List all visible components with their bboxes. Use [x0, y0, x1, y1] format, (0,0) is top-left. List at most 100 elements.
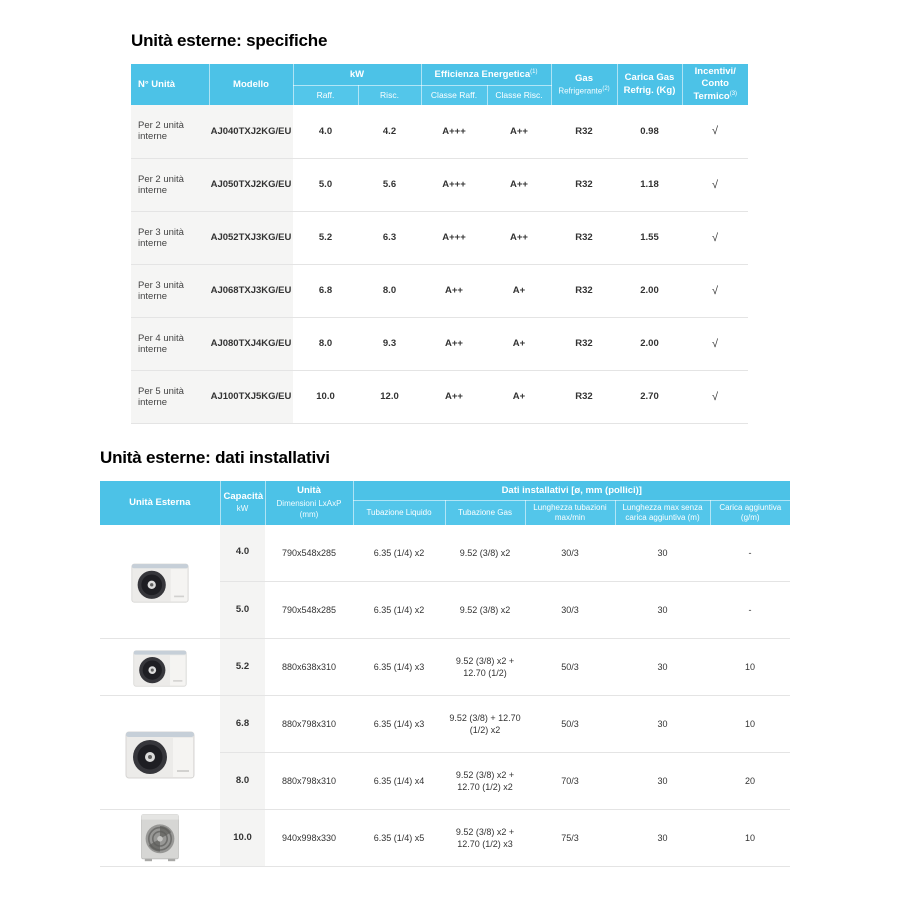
- pipe-length-cell: 75/3: [525, 809, 615, 867]
- liquid-pipe-cell: 6.35 (1/4) x3: [353, 695, 445, 753]
- classe-risc-cell: A+: [487, 317, 551, 371]
- col-header-n-unita: N° Unità: [131, 64, 210, 106]
- model-cell: AJ100TXJ5KG/EU: [209, 370, 293, 424]
- liquid-pipe-cell: 6.35 (1/4) x2: [353, 581, 445, 639]
- liquid-pipe-cell: 6.35 (1/4) x2: [353, 524, 445, 582]
- unit-count-cell: Per 5 unità interne: [131, 370, 209, 424]
- outdoor-unit-cell: [100, 524, 220, 639]
- capacity-cell: 5.0: [220, 581, 265, 639]
- col-header-classe-risc: Classe Risc.: [487, 85, 552, 106]
- classe-raff-cell: A+++: [421, 211, 487, 265]
- dimensions-cell: 880x798x310: [265, 752, 353, 810]
- gas-cell: R32: [551, 105, 617, 159]
- carica-gas-cell: 1.55: [617, 211, 682, 265]
- gas-label: Gas: [575, 72, 593, 84]
- capacity-cell: 5.2: [220, 638, 265, 696]
- install-table-header: Unità Esterna Capacità kW Unità Dimensio…: [100, 481, 791, 525]
- col-header-unita-esterna: Unità Esterna: [100, 481, 221, 525]
- table-row: Per 5 unità interne AJ100TXJ5KG/EU 10.0 …: [131, 370, 748, 424]
- classe-raff-cell: A+++: [421, 158, 487, 212]
- capacity-cell: 10.0: [220, 809, 265, 867]
- risc-kw-cell: 6.3: [358, 211, 421, 265]
- extra-charge-cell: 10: [710, 809, 791, 867]
- install-table: Unità Esterna Capacità kW Unità Dimensio…: [100, 481, 791, 867]
- liquid-pipe-cell: 6.35 (1/4) x4: [353, 752, 445, 810]
- carica-gas-cell: 2.70: [617, 370, 682, 424]
- table-row: 8.0 880x798x310 6.35 (1/4) x4 9.52 (3/8)…: [100, 752, 791, 810]
- pipe-length-cell: 50/3: [525, 638, 615, 696]
- col-header-tubazione-liquido: Tubazione Liquido: [353, 500, 446, 525]
- table-row: Per 4 unità interne AJ080TXJ4KG/EU 8.0 9…: [131, 317, 748, 371]
- table-row: 6.8 880x798x310 6.35 (1/4) x3 9.52 (3/8)…: [100, 695, 791, 810]
- gas-pipe-cell: 9.52 (3/8) + 12.70 (1/2) x2: [445, 695, 525, 753]
- table-row: 10.0 940x998x330 6.35 (1/4) x5 9.52 (3/8…: [100, 809, 791, 867]
- section-title-dati-installativi: Unità esterne: dati installativi: [100, 448, 330, 467]
- risc-kw-cell: 9.3: [358, 317, 421, 371]
- unit-count-cell: Per 4 unità interne: [131, 317, 209, 371]
- classe-risc-cell: A++: [487, 105, 551, 159]
- refrigerante-footnote: (2): [602, 85, 610, 92]
- col-header-carica-gas: Carica Gas Refrig. (Kg): [617, 64, 683, 106]
- col-header-classe-raff: Classe Raff.: [421, 85, 488, 106]
- outdoor-unit-image: [100, 559, 220, 604]
- classe-risc-cell: A+: [487, 370, 551, 424]
- unit-count-cell: Per 3 unità interne: [131, 264, 209, 318]
- raff-kw-cell: 6.8: [293, 264, 358, 318]
- extra-charge-cell: -: [710, 581, 791, 639]
- outdoor-unit-cell: [100, 695, 220, 810]
- efficienza-footnote: (1): [530, 68, 538, 75]
- table-row: 5.2 880x638x310 6.35 (1/4) x3 9.52 (3/8)…: [100, 638, 791, 696]
- incentivi-check: √: [682, 211, 748, 265]
- gas-pipe-cell: 9.52 (3/8) x2 + 12.70 (1/2): [445, 638, 525, 696]
- risc-kw-cell: 12.0: [358, 370, 421, 424]
- model-cell: AJ040TXJ2KG/EU: [209, 105, 293, 159]
- col-header-capacita: Capacità kW: [220, 481, 266, 525]
- model-cell: AJ052TXJ3KG/EU: [209, 211, 293, 265]
- dimensions-cell: 880x798x310: [265, 695, 353, 753]
- pipe-length-cell: 30/3: [525, 524, 615, 582]
- col-group-efficienza: Efficienza Energetica(1): [421, 64, 552, 86]
- outdoor-unit-image: [100, 646, 220, 688]
- gas-cell: R32: [551, 211, 617, 265]
- outdoor-unit-image: [100, 813, 220, 863]
- incentivi-check: √: [682, 264, 748, 318]
- table-row: Per 3 unità interne AJ052TXJ3KG/EU 5.2 6…: [131, 211, 748, 265]
- table-row: 5.0 790x548x285 6.35 (1/4) x2 9.52 (3/8)…: [100, 581, 791, 639]
- capacity-cell: 8.0: [220, 752, 265, 810]
- classe-risc-cell: A+: [487, 264, 551, 318]
- capacity-cell: 4.0: [220, 524, 265, 582]
- max-length-cell: 30: [615, 638, 710, 696]
- efficienza-label: Efficienza Energetica: [434, 68, 531, 80]
- raff-kw-cell: 5.2: [293, 211, 358, 265]
- capacity-cell: 6.8: [220, 695, 265, 753]
- col-header-gas: Gas Refrigerante(2): [551, 64, 618, 106]
- col-group-kw: kW: [293, 64, 422, 86]
- pipe-length-cell: 70/3: [525, 752, 615, 810]
- col-header-tubazione-gas: Tubazione Gas: [445, 500, 526, 525]
- outdoor-unit-image: [100, 726, 220, 780]
- liquid-pipe-cell: 6.35 (1/4) x5: [353, 809, 445, 867]
- classe-raff-cell: A++: [421, 264, 487, 318]
- classe-raff-cell: A+++: [421, 105, 487, 159]
- table-row: Per 2 unità interne AJ050TXJ2KG/EU 5.0 5…: [131, 158, 748, 212]
- max-length-cell: 30: [615, 695, 710, 753]
- dimensions-cell: 940x998x330: [265, 809, 353, 867]
- incentivi-check: √: [682, 370, 748, 424]
- table-row: Per 2 unità interne AJ040TXJ2KG/EU 4.0 4…: [131, 105, 748, 159]
- dimensions-cell: 790x548x285: [265, 581, 353, 639]
- gas-pipe-cell: 9.52 (3/8) x2: [445, 581, 525, 639]
- spec-table: N° Unità Modello kW Efficienza Energetic…: [131, 64, 748, 424]
- extra-charge-cell: 10: [710, 695, 791, 753]
- gas-cell: R32: [551, 370, 617, 424]
- raff-kw-cell: 10.0: [293, 370, 358, 424]
- outdoor-unit-cell: [100, 809, 220, 867]
- incentivi-check: √: [682, 105, 748, 159]
- carica-gas-cell: 1.18: [617, 158, 682, 212]
- section-specifiche: Unità esterne: specifiche N° Unità Model…: [131, 31, 748, 424]
- risc-kw-cell: 5.6: [358, 158, 421, 212]
- extra-charge-cell: -: [710, 524, 791, 582]
- unit-count-cell: Per 2 unità interne: [131, 158, 209, 212]
- carica-gas-cell: 2.00: [617, 317, 682, 371]
- risc-kw-cell: 4.2: [358, 105, 421, 159]
- carica-gas-cell: 2.00: [617, 264, 682, 318]
